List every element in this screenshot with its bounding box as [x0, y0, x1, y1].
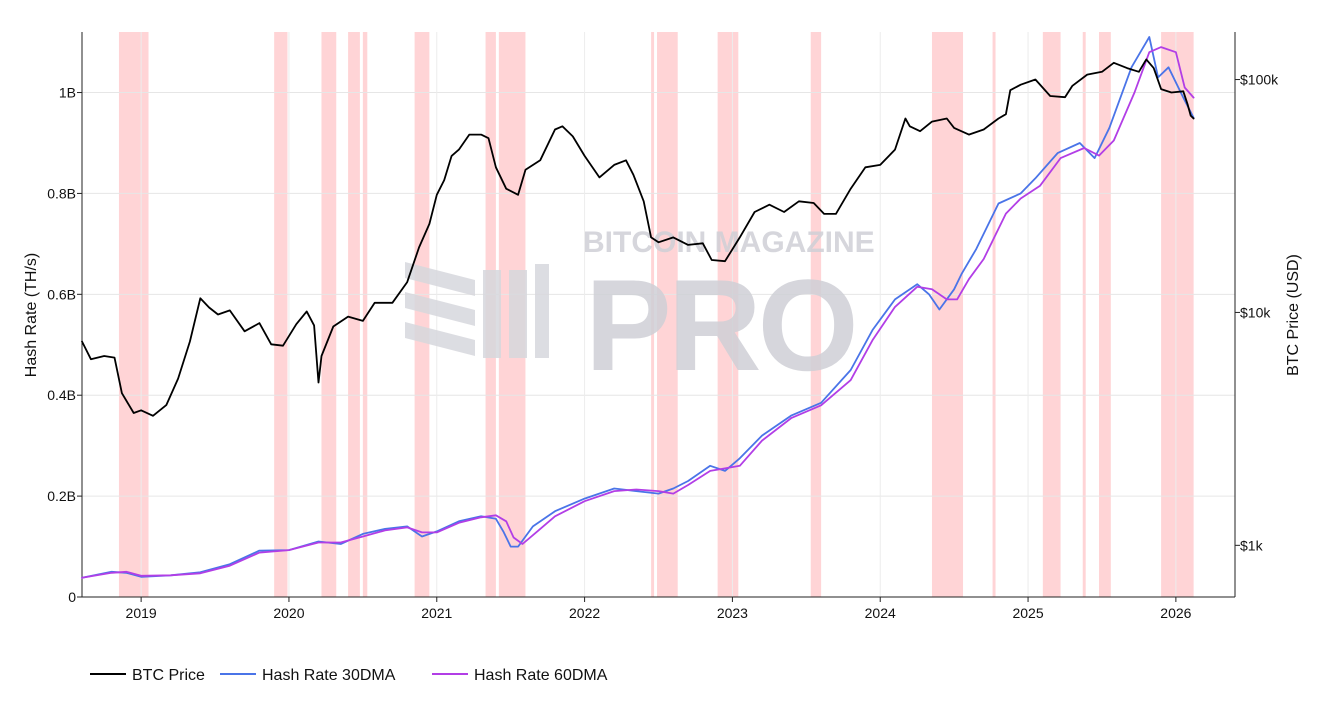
left-tick-label-1: 0.2B — [47, 488, 76, 504]
right-tick-label-2: $100k — [1240, 72, 1279, 88]
gridlines — [82, 32, 1235, 597]
x-tick-label-2: 2021 — [421, 605, 452, 621]
x-tick-label-7: 2026 — [1160, 605, 1191, 621]
shaded-period-12 — [931, 32, 964, 597]
shaded-period-0 — [118, 32, 149, 597]
shaded-period-2 — [321, 32, 337, 597]
x-tick-label-1: 2020 — [273, 605, 304, 621]
shaded-period-10 — [717, 32, 739, 597]
x-tick-label-4: 2023 — [717, 605, 748, 621]
series-lines — [81, 36, 1195, 579]
shaded-period-9 — [657, 32, 678, 597]
x-tick-label-0: 2019 — [126, 605, 157, 621]
right-tick-label-1: $10k — [1240, 304, 1271, 320]
shaded-period-13 — [992, 32, 996, 597]
shaded-period-16 — [1099, 32, 1111, 597]
legend-label-1: Hash Rate 30DMA — [262, 667, 396, 684]
shaded-period-3 — [348, 32, 360, 597]
legend-item-2[interactable]: Hash Rate 60DMA — [432, 667, 608, 684]
shaded-period-14 — [1042, 32, 1061, 597]
legend: BTC Price Hash Rate 30DMA Hash Rate 60DMA — [90, 667, 608, 684]
legend-item-0[interactable]: BTC Price — [90, 667, 205, 684]
tick-labels: 0 0.2B 0.4B 0.6B 0.8B 1B $1k $10k $100k 2019 2020 2… — [47, 72, 1279, 621]
left-tick-label-5: 1B — [59, 85, 76, 101]
left-tick-label-2: 0.4B — [47, 387, 76, 403]
x-tick-label-6: 2025 — [1012, 605, 1043, 621]
right-axis-title: BTC Price (USD) — [1285, 254, 1302, 376]
shaded-period-5 — [414, 32, 430, 597]
series-line-hash-rate-60dma — [81, 46, 1195, 579]
watermark-brand-big: PRO — [585, 252, 855, 398]
left-tick-label-3: 0.6B — [47, 286, 76, 302]
axis-titles: Hash Rate (TH/s) BTC Price (USD) — [23, 253, 1302, 377]
shaded-period-17 — [1161, 32, 1194, 597]
shaded-period-11 — [810, 32, 822, 597]
series-line-btc-price — [81, 58, 1195, 417]
left-axis-title: Hash Rate (TH/s) — [23, 253, 40, 377]
legend-label-2: Hash Rate 60DMA — [474, 667, 608, 684]
shaded-period-15 — [1082, 32, 1086, 597]
left-tick-label-0: 0 — [68, 589, 76, 605]
watermark-logo-icon — [405, 262, 549, 358]
x-tick-label-5: 2024 — [865, 605, 896, 621]
shaded-period-1 — [274, 32, 288, 597]
shaded-period-8 — [651, 32, 655, 597]
x-tick-label-3: 2022 — [569, 605, 600, 621]
left-tick-label-4: 0.8B — [47, 185, 76, 201]
right-tick-label-0: $1k — [1240, 537, 1264, 553]
legend-label-0: BTC Price — [132, 667, 205, 684]
axes — [81, 32, 1236, 598]
legend-item-1[interactable]: Hash Rate 30DMA — [220, 667, 396, 684]
shaded-period-4 — [362, 32, 368, 597]
